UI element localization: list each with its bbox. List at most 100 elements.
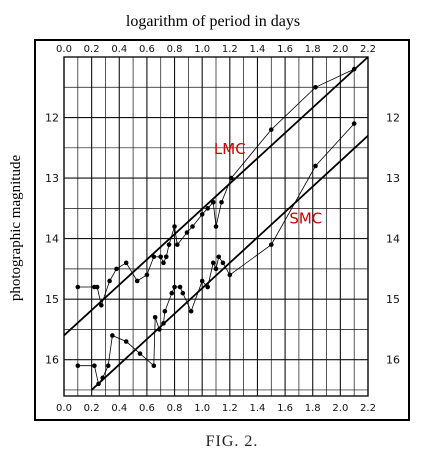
fit-line-smc: [91, 135, 369, 391]
data-point: [227, 272, 233, 278]
y-tick-label-left: 13: [45, 172, 59, 185]
data-point: [210, 260, 216, 266]
data-point: [163, 254, 169, 260]
data-point: [169, 290, 175, 296]
y-tick-label-left: 14: [45, 233, 59, 246]
y-tick-label-right: 16: [386, 354, 400, 367]
x-tick-label-top: 2.0: [332, 44, 348, 55]
x-tick-label-bottom: 1.0: [194, 403, 210, 414]
y-tick-labels-left: 12 13 14 15 16: [45, 112, 59, 367]
data-point: [137, 351, 143, 356]
data-point: [172, 224, 177, 229]
data-point: [172, 284, 177, 290]
data-point: [92, 363, 97, 369]
data-point: [205, 284, 211, 290]
x-tick-label-top: 1.6: [277, 44, 293, 55]
data-point: [219, 199, 224, 205]
data-point: [75, 363, 81, 369]
x-tick-label-top: 0.0: [56, 44, 72, 55]
data-point: [177, 284, 183, 290]
y-axis-label: photographic magnitude: [8, 155, 24, 302]
x-tick-label-top: 0.8: [167, 44, 183, 55]
data-point: [268, 127, 274, 132]
data-point: [151, 254, 157, 260]
x-tick-label-bottom: 1.8: [305, 403, 321, 414]
data-point: [161, 321, 166, 326]
x-tick-label-top: 0.6: [139, 44, 155, 55]
series-smc: [75, 121, 357, 387]
data-point: [105, 363, 111, 369]
x-tick-label-bottom: 0.8: [167, 403, 183, 414]
data-point: [175, 242, 180, 247]
data-point: [213, 266, 219, 272]
data-point: [100, 375, 105, 381]
plot-area-border: [63, 56, 369, 397]
data-point: [205, 206, 211, 211]
x-tick-label-bottom: 2.2: [360, 403, 376, 414]
y-tick-label-left: 15: [45, 293, 59, 306]
series-line-smc: [77, 123, 355, 385]
data-point: [351, 121, 357, 126]
data-point: [94, 284, 100, 290]
data-point: [158, 254, 164, 260]
y-tick-label-right: 13: [386, 172, 400, 185]
x-tick-label-bottom: 1.2: [222, 403, 238, 414]
data-point: [216, 254, 222, 260]
data-series: [75, 66, 357, 387]
x-tick-label-bottom: 0.4: [111, 403, 127, 414]
x-tick-label-top: 0.2: [84, 44, 100, 55]
data-point: [151, 363, 157, 369]
x-tick-label-bottom: 0.6: [139, 403, 155, 414]
x-tick-labels-bottom: 0.0 0.2 0.4 0.6 0.8 1.0 1.2 1.4 1.6 1.8 2.0 2.2: [56, 403, 376, 414]
x-tick-label-bottom: 0.2: [84, 403, 100, 414]
data-point: [99, 302, 104, 308]
x-tick-label-bottom: 1.6: [277, 403, 293, 414]
data-point: [268, 242, 274, 247]
data-point: [220, 260, 226, 266]
chart-title: logarithm of period in days: [126, 13, 300, 30]
figure-caption: FIG. 2.: [206, 433, 259, 450]
data-point: [180, 290, 186, 296]
data-point: [123, 260, 129, 266]
x-tick-label-bottom: 0.0: [56, 403, 72, 414]
data-point: [161, 260, 166, 266]
x-tick-labels-top: 0.0 0.2 0.4 0.6 0.8 1.0 1.2 1.4 1.6 1.8 2.0 2.2: [56, 44, 376, 55]
plot-frame: [34, 39, 410, 421]
y-tick-label-left: 16: [45, 354, 59, 367]
x-tick-label-top: 0.4: [111, 44, 127, 55]
data-point: [114, 266, 119, 272]
data-point: [107, 278, 112, 284]
data-point: [75, 284, 81, 290]
x-tick-label-top: 1.4: [250, 44, 266, 55]
grid: [63, 56, 369, 397]
fit-line-lmc: [63, 56, 369, 337]
x-tick-label-top: 1.2: [222, 44, 238, 55]
annotations: LMC SMC: [214, 140, 322, 228]
data-point: [152, 315, 158, 320]
data-point: [96, 381, 101, 387]
x-tick-label-top: 1.8: [305, 44, 321, 55]
y-tick-label-left: 12: [45, 112, 59, 125]
data-point: [213, 224, 219, 229]
data-point: [351, 66, 357, 72]
fit-lines: [63, 56, 369, 391]
data-point: [184, 230, 190, 235]
y-tick-label-right: 15: [386, 293, 400, 306]
data-point: [190, 224, 195, 229]
data-point: [228, 175, 234, 181]
y-tick-label-right: 14: [386, 233, 400, 246]
data-point: [199, 212, 205, 217]
y-tick-label-right: 12: [386, 112, 400, 125]
data-point: [144, 272, 150, 278]
data-point: [188, 308, 194, 314]
data-point: [313, 84, 318, 90]
data-point: [313, 163, 318, 169]
annotation-lmc: LMC: [214, 140, 246, 158]
data-point: [123, 339, 129, 344]
series-lmc: [75, 66, 357, 308]
data-point: [157, 327, 162, 332]
data-point: [166, 242, 172, 247]
data-point: [134, 278, 140, 284]
x-tick-label-top: 1.0: [194, 44, 210, 55]
